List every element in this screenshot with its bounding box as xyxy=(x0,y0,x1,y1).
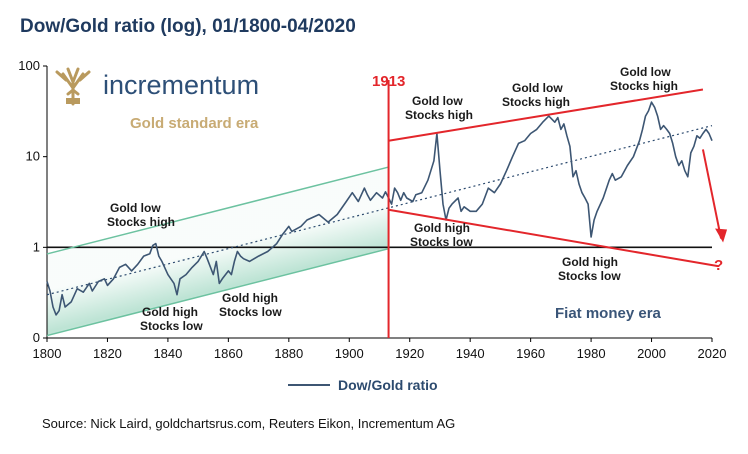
label-1913: 1913 xyxy=(372,73,405,90)
source-note: Source: Nick Laird, goldchartsrus.com, R… xyxy=(42,416,455,431)
annotation-gold-low-3: Gold low Stocks high xyxy=(502,81,570,109)
x-tick-label: 1840 xyxy=(153,346,182,361)
annotation-line: Gold low xyxy=(110,201,161,215)
channel-lower-line xyxy=(46,247,389,337)
series-line-dow-gold-ratio xyxy=(46,101,713,316)
annotation-line: Gold high xyxy=(142,305,198,319)
annotation-line: Gold high xyxy=(414,221,470,235)
era-label-gold-standard: Gold standard era xyxy=(130,115,259,132)
trend-lines xyxy=(46,125,713,337)
x-tick-label: 1980 xyxy=(577,346,606,361)
annotation-line: Stocks low xyxy=(558,269,621,283)
x-tick-label: 1860 xyxy=(214,346,243,361)
projection-arrow-head xyxy=(715,228,728,243)
x-tick-label: 2020 xyxy=(698,346,727,361)
annotation-gold-low-1: Gold low Stocks high xyxy=(107,201,175,229)
y-tick-label: 100 xyxy=(18,58,40,73)
annotation-gold-high-4: Gold high Stocks low xyxy=(558,255,621,283)
annotation-line: Stocks high xyxy=(107,215,175,229)
annotation-gold-low-2: Gold low Stocks high xyxy=(405,94,473,122)
projection-arrow-shaft xyxy=(701,149,723,239)
annotation-line: Stocks high xyxy=(502,95,570,109)
y-tick-label: 0 xyxy=(33,330,40,345)
fiat-upper-line xyxy=(388,88,704,142)
x-tick-label: 2000 xyxy=(637,346,666,361)
legend-label: Dow/Gold ratio xyxy=(338,377,438,393)
annotation-line: Stocks low xyxy=(219,305,282,319)
tree-icon xyxy=(52,66,94,106)
label-question-mark: ? xyxy=(714,257,723,274)
annotation-line: Gold low xyxy=(412,94,463,108)
annotation-line: Stocks high xyxy=(610,79,678,93)
incrementum-logo: incrementum xyxy=(52,66,259,106)
annotation-line: Gold low xyxy=(620,65,671,79)
fiat-channel-lines xyxy=(387,80,728,338)
x-tick-label: 1920 xyxy=(395,346,424,361)
channel-upper-line xyxy=(46,166,389,255)
annotation-line: Gold low xyxy=(512,81,563,95)
annotation-line: Stocks low xyxy=(410,235,473,249)
y-tick-label: 10 xyxy=(26,149,40,164)
x-axis-ticks: 1800 1820 1840 1860 1880 1900 1920 1940 1960 1980… xyxy=(33,338,727,361)
x-tick-label: 1940 xyxy=(456,346,485,361)
x-tick-label: 1800 xyxy=(33,346,62,361)
annotation-gold-high-1: Gold high Stocks low xyxy=(140,305,203,333)
y-tick-label: 1 xyxy=(33,239,40,254)
plot-frame xyxy=(46,66,712,339)
annotation-gold-low-4: Gold low Stocks high xyxy=(610,65,678,93)
era-label-fiat-money: Fiat money era xyxy=(555,305,662,322)
fiat-lower-line xyxy=(388,208,719,268)
long-term-trend-line xyxy=(46,125,713,296)
annotation-line: Gold high xyxy=(222,291,278,305)
legend: Dow/Gold ratio xyxy=(288,377,438,393)
annotation-line: Stocks high xyxy=(405,108,473,122)
x-tick-label: 1820 xyxy=(93,346,122,361)
annotation-line: Stocks low xyxy=(140,319,203,333)
brand-name: incrementum xyxy=(103,70,259,100)
annotation-gold-high-3: Gold high Stocks low xyxy=(410,221,473,249)
x-tick-label: 1880 xyxy=(274,346,303,361)
chart-title: Dow/Gold ratio (log), 01/1800-04/2020 xyxy=(20,16,356,37)
annotation-gold-high-2: Gold high Stocks low xyxy=(219,291,282,319)
x-tick-label: 1960 xyxy=(516,346,545,361)
x-tick-label: 1900 xyxy=(335,346,364,361)
annotation-line: Gold high xyxy=(562,255,618,269)
